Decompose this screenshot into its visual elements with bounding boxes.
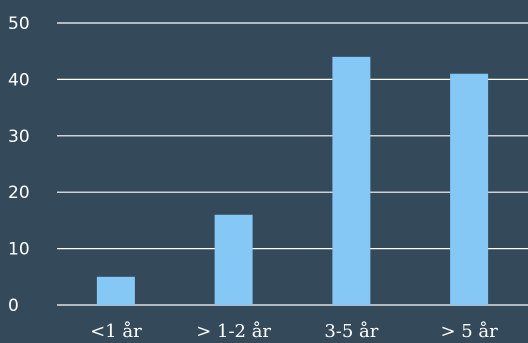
y-tick-label: 20 [8,183,30,203]
y-tick-label: 40 [8,70,30,90]
bar-4 [450,73,489,305]
bar-3 [332,56,371,306]
x-tick-label: > 5 år [440,320,498,342]
x-axis-ticks: <1 år > 1-2 år 3-5 år > 5 år [90,320,498,342]
y-axis-ticks: 0 10 20 30 40 50 [8,14,30,316]
gridlines [57,22,528,306]
x-tick-label: > 1-2 år [196,320,271,342]
y-tick-label: 10 [8,240,30,260]
x-tick-label: <1 år [90,320,142,342]
bars [96,56,489,306]
bar-1 [96,276,135,305]
x-tick-label: 3-5 år [324,320,378,342]
bar-2 [214,214,253,305]
y-tick-label: 50 [8,14,30,34]
y-tick-label: 0 [8,296,19,316]
y-tick-label: 30 [8,127,30,147]
